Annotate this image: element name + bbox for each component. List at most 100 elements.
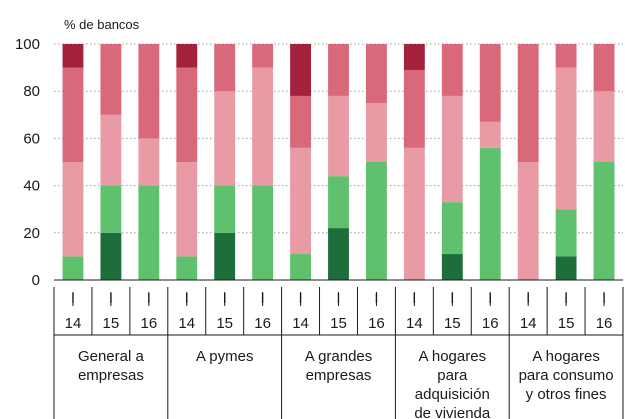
- bar-segment: [328, 44, 349, 96]
- x-tick-period: I: [298, 290, 302, 307]
- bar-segment: [290, 254, 311, 280]
- x-tick-year: 16: [254, 315, 271, 332]
- category-label: A pymes: [196, 348, 254, 365]
- category-label: de vivienda: [414, 405, 491, 419]
- x-tick-year: 14: [178, 315, 195, 332]
- bar-segment: [517, 162, 539, 280]
- x-tick-year: 14: [292, 315, 309, 332]
- bar-segment: [517, 44, 539, 162]
- labels: 0 20 40 60 80 100 I 14 I 15 I 16 I 14 I 15 I 16 I 14 I 15 I 16 I…: [15, 36, 614, 419]
- bar-segment: [176, 44, 198, 68]
- axes: [53, 279, 624, 419]
- bar-segment: [290, 147, 311, 255]
- category-label: y otros fines: [526, 386, 607, 403]
- category-label: para consumo: [519, 367, 614, 384]
- bar-segment: [252, 185, 274, 280]
- bar-segment: [214, 44, 236, 92]
- x-tick-period: I: [374, 290, 378, 307]
- x-tick-period: I: [450, 290, 454, 307]
- bar-segment: [366, 162, 387, 280]
- x-tick-period: I: [336, 290, 340, 307]
- x-tick-period: I: [71, 290, 75, 307]
- bar-segment: [328, 95, 349, 177]
- bar-segment: [403, 44, 425, 70]
- bar-segment: [100, 44, 122, 115]
- bar-segment: [441, 254, 463, 280]
- x-tick-year: 14: [406, 315, 423, 332]
- bar-segment: [62, 67, 84, 162]
- bar-segment: [555, 67, 577, 210]
- bar-segment: [555, 209, 577, 257]
- bar-segment: [479, 147, 501, 280]
- x-tick-year: 15: [330, 315, 347, 332]
- bar-segment: [403, 69, 425, 148]
- x-tick-period: I: [564, 290, 568, 307]
- y-tick-label: 80: [23, 83, 40, 100]
- bar-segment: [479, 44, 501, 122]
- bar-segment: [100, 114, 122, 186]
- x-tick-year: 16: [482, 315, 499, 332]
- y-tick-label: 0: [32, 272, 40, 289]
- bar-segment: [176, 67, 198, 162]
- x-tick-period: I: [412, 290, 416, 307]
- category-label: adquisición: [415, 386, 490, 403]
- x-tick-period: I: [488, 290, 492, 307]
- category-label: A hogares: [532, 348, 600, 365]
- x-tick-period: I: [223, 290, 227, 307]
- category-label: General a: [78, 348, 145, 365]
- bar-segment: [290, 95, 311, 148]
- bar-segment: [555, 44, 577, 68]
- x-tick-year: 15: [444, 315, 461, 332]
- x-tick-year: 16: [140, 315, 157, 332]
- x-tick-year: 15: [216, 315, 233, 332]
- x-tick-year: 14: [520, 315, 537, 332]
- x-tick-year: 16: [596, 315, 613, 332]
- bar-segment: [441, 202, 463, 255]
- bar-segment: [138, 185, 160, 280]
- bar-segment: [252, 44, 274, 68]
- category-label: A grandes: [305, 348, 373, 365]
- category-label: A hogares: [419, 348, 487, 365]
- bar-segment: [214, 91, 236, 186]
- unit-label: % de bancos: [64, 17, 140, 32]
- bar-segment: [214, 232, 236, 280]
- bar-segment: [479, 121, 501, 148]
- x-tick-period: I: [109, 290, 113, 307]
- category-label: para: [437, 367, 468, 384]
- bar-segment: [100, 232, 122, 280]
- bar-segment: [252, 67, 274, 186]
- bar-segment: [290, 44, 311, 96]
- x-tick-year: 15: [558, 315, 575, 332]
- y-tick-label: 100: [15, 36, 40, 53]
- x-tick-year: 16: [368, 315, 385, 332]
- x-tick-period: I: [185, 290, 189, 307]
- category-label: empresas: [78, 367, 144, 384]
- x-tick-year: 15: [103, 315, 120, 332]
- bar-segment: [100, 185, 122, 233]
- bar-segment: [441, 95, 463, 203]
- bar-segment: [328, 176, 349, 229]
- x-tick-year: 14: [65, 315, 82, 332]
- x-tick-period: I: [526, 290, 530, 307]
- bar-segment: [176, 162, 198, 257]
- bars: [62, 44, 615, 280]
- bar-segment: [176, 256, 198, 280]
- bar-segment: [62, 44, 84, 68]
- bar-segment: [593, 91, 615, 162]
- x-tick-period: I: [602, 290, 606, 307]
- bar-segment: [138, 44, 160, 139]
- bar-segment: [138, 138, 160, 186]
- x-tick-period: I: [261, 290, 265, 307]
- bar-segment: [366, 44, 387, 103]
- bar-segment: [62, 256, 84, 280]
- y-tick-label: 60: [23, 130, 40, 147]
- bar-segment: [593, 44, 615, 92]
- bar-segment: [441, 44, 463, 96]
- x-tick-period: I: [147, 290, 151, 307]
- bar-segment: [403, 147, 425, 280]
- bar-segment: [366, 103, 387, 162]
- bar-segment: [214, 185, 236, 233]
- y-tick-label: 20: [23, 225, 40, 242]
- bar-segment: [555, 256, 577, 280]
